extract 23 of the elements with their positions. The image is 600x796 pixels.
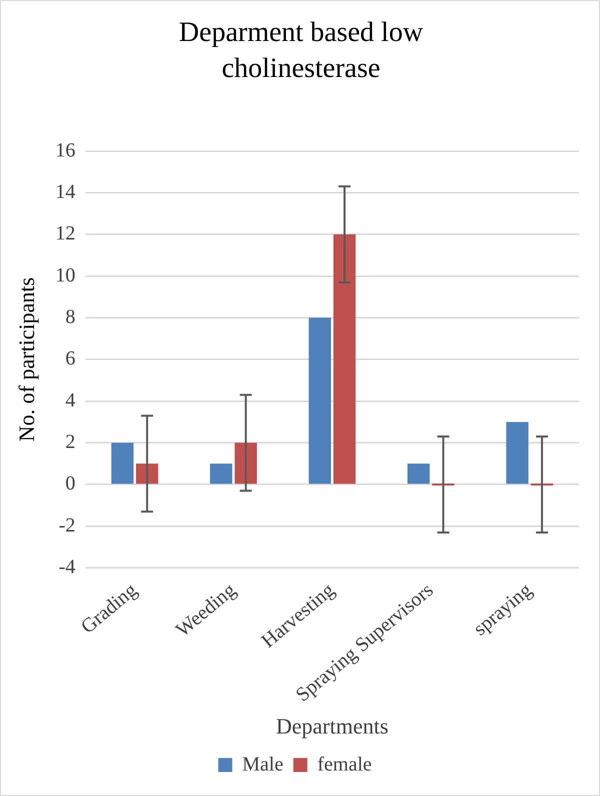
y-tick-label: 14 — [55, 180, 76, 203]
y-tick-label: -2 — [58, 514, 76, 536]
y-tick-label: 4 — [65, 389, 76, 412]
y-tick-label: 0 — [65, 472, 76, 495]
y-tick-label: 16 — [55, 139, 76, 162]
legend-label: female — [317, 753, 372, 776]
x-axis-title: Departments — [276, 714, 388, 739]
y-tick-label: 10 — [55, 264, 76, 286]
bar — [234, 442, 257, 484]
legend-label: Male — [242, 753, 284, 776]
y-tick-label: 8 — [65, 306, 76, 328]
bar — [210, 464, 232, 484]
y-tick-label: 6 — [65, 348, 76, 370]
y-axis-title: No. of participants — [14, 277, 39, 442]
bar — [407, 464, 430, 484]
bar — [506, 422, 528, 484]
chart-title: Deparment based low cholinesterase — [178, 16, 424, 86]
y-tick-label: 2 — [65, 431, 76, 454]
y-tick-label: -4 — [58, 556, 76, 578]
bar — [111, 442, 134, 484]
y-tick-label: 12 — [55, 222, 76, 245]
bar — [333, 234, 356, 484]
bar — [308, 318, 331, 484]
